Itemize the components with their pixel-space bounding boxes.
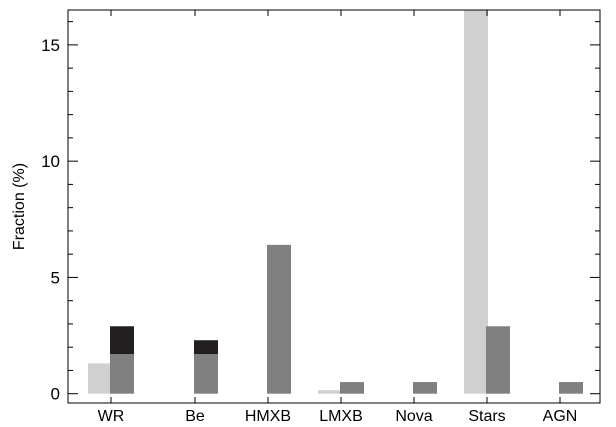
bar-wr-series-3 [110, 326, 134, 355]
x-category-label-nova: Nova [395, 408, 432, 425]
bars-group [88, 10, 583, 394]
x-category-label-wr: WR [98, 408, 125, 425]
bar-hmxb-series-2 [267, 244, 291, 394]
x-category-label-agn: AGN [543, 408, 578, 425]
x-category-label-stars: Stars [468, 408, 505, 425]
bar-nova-series-2 [413, 382, 437, 394]
y-tick-label: 15 [41, 36, 60, 55]
y-tick-label: 10 [41, 152, 60, 171]
x-category-label-hmxb: HMXB [245, 408, 291, 425]
bar-wr-series-1 [88, 363, 112, 394]
bar-lmxb-series-2 [340, 382, 364, 394]
y-axis-label: Fraction (%) [11, 163, 28, 250]
bar-be-series-2 [194, 354, 218, 394]
x-category-label-lmxb: LMXB [319, 408, 363, 425]
bar-agn-series-2 [559, 382, 583, 394]
x-axis-labels: WR Be HMXB LMXB Nova Stars AGN [98, 10, 578, 425]
bar-stars-series-1 [464, 10, 488, 394]
bar-lmxb-series-1 [318, 390, 342, 394]
bar-wr-series-2 [110, 354, 134, 394]
x-category-label-be: Be [185, 408, 205, 425]
y-tick-label: 0 [51, 385, 60, 404]
y-tick-label: 5 [51, 268, 60, 287]
bar-stars-series-2 [486, 326, 510, 394]
bar-be-series-3 [194, 340, 218, 355]
y-axis-ticks: 0 5 10 15 [41, 21, 600, 404]
plot-frame [67, 9, 601, 404]
